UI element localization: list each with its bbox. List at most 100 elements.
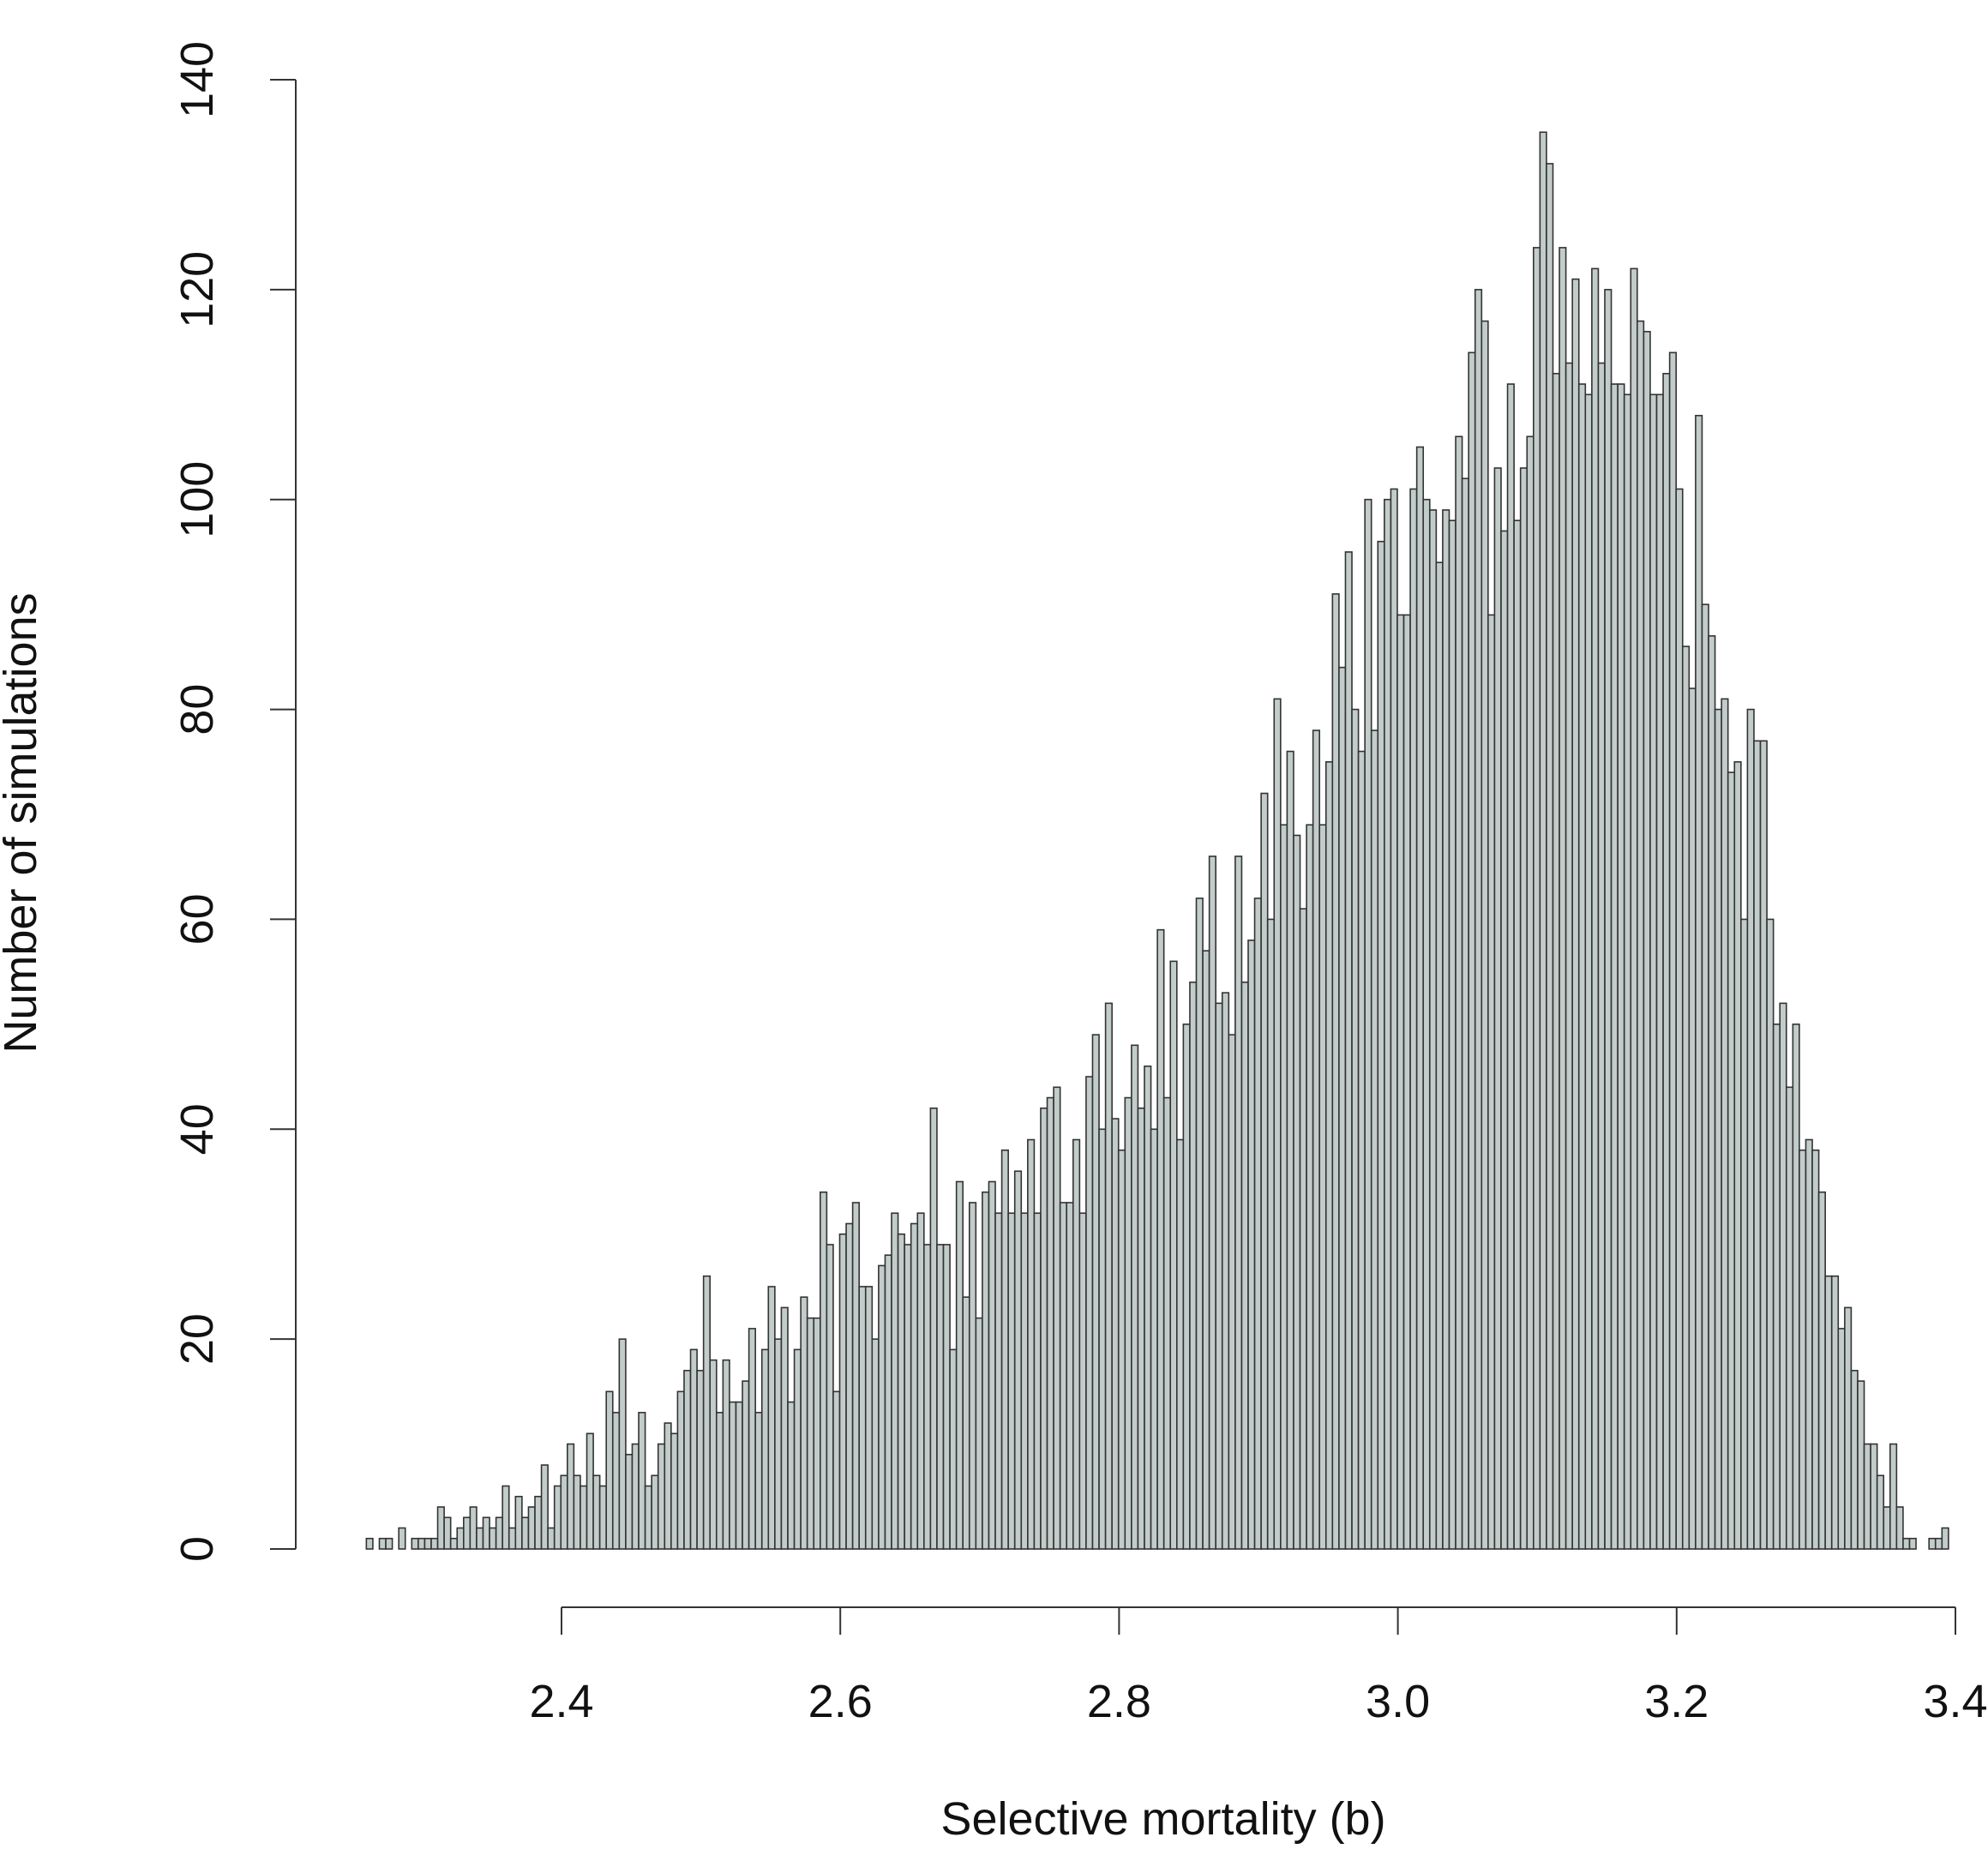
histogram-bar <box>838 1233 847 1550</box>
y-tick-label: 0 <box>171 1536 223 1562</box>
histogram-bar <box>897 1233 905 1550</box>
y-tick-label: 80 <box>171 684 223 735</box>
histogram-bar <box>527 1506 536 1550</box>
histogram-bar <box>625 1454 634 1550</box>
histogram-bar <box>1714 708 1722 1550</box>
histogram-bar <box>1221 992 1230 1550</box>
histogram-bar <box>1902 1537 1911 1550</box>
histogram-bar <box>1402 614 1411 1550</box>
histogram-bar <box>1830 1275 1840 1550</box>
histogram-bar <box>1448 519 1456 1550</box>
histogram-bar <box>689 1348 698 1550</box>
histogram-bar <box>1526 435 1535 1550</box>
histogram-bar <box>1649 393 1658 1550</box>
histogram-bar <box>1727 771 1736 1550</box>
histogram-bar <box>1513 519 1522 1550</box>
histogram-bar <box>1733 760 1742 1550</box>
histogram-bar <box>1078 1212 1087 1550</box>
histogram-bar <box>1293 834 1301 1550</box>
histogram-bar <box>1623 393 1632 1550</box>
histogram-bar <box>534 1495 543 1550</box>
histogram-bar <box>1377 540 1385 1550</box>
histogram-bar <box>514 1495 523 1550</box>
histogram-bar <box>1428 509 1438 1550</box>
histogram-bar <box>1870 1443 1878 1550</box>
histogram-bar <box>962 1296 970 1550</box>
histogram-bar <box>423 1537 432 1550</box>
histogram-bar <box>1344 551 1353 1550</box>
histogram-bar <box>1422 498 1431 1550</box>
histogram-bar <box>365 1537 374 1550</box>
histogram-bar <box>1240 982 1249 1550</box>
histogram-bar <box>1571 278 1580 1550</box>
histogram-bar <box>1655 393 1664 1550</box>
histogram-bar <box>1637 320 1645 1550</box>
histogram-bar <box>1759 740 1768 1550</box>
histogram-bar <box>1941 1527 1949 1550</box>
histogram-bar <box>1027 1138 1036 1550</box>
histogram-bar <box>1857 1380 1865 1550</box>
histogram-bar <box>1681 645 1691 1550</box>
histogram-bar <box>508 1527 517 1550</box>
histogram-bar <box>1630 267 1638 1550</box>
histogram-bar <box>385 1537 393 1550</box>
histogram-bar <box>567 1443 575 1550</box>
histogram-bar <box>1701 603 1709 1550</box>
histogram-bar <box>1487 614 1496 1550</box>
histogram-bar <box>729 1401 737 1550</box>
histogram-bar <box>851 1202 860 1550</box>
histogram-bar <box>553 1485 562 1550</box>
histogram-bar <box>1137 1108 1145 1550</box>
histogram-bar <box>1162 1096 1172 1550</box>
histogram-bar <box>1306 824 1314 1550</box>
histogram-bar <box>1643 331 1651 1550</box>
y-tick-label: 40 <box>171 1103 223 1155</box>
histogram-bar <box>1040 1108 1048 1550</box>
histogram-bar <box>904 1244 912 1550</box>
histogram-bar <box>1280 824 1288 1550</box>
histogram-bar <box>651 1474 659 1550</box>
histogram-bar <box>1351 708 1360 1550</box>
histogram-bar <box>1883 1506 1891 1550</box>
histogram-bar <box>1117 1149 1126 1550</box>
histogram-bar <box>1234 855 1243 1550</box>
histogram-bar <box>1072 1138 1081 1550</box>
histogram-bar <box>411 1537 419 1550</box>
histogram-bar <box>1150 1128 1158 1550</box>
histogram-bar <box>1338 666 1347 1550</box>
x-tick-label: 2.8 <box>1087 1676 1151 1727</box>
histogram-bar <box>1817 1191 1826 1550</box>
histogram-bar <box>826 1244 834 1550</box>
histogram-bar <box>884 1254 892 1550</box>
histogram-bar <box>845 1222 854 1550</box>
x-tick-label: 3.0 <box>1366 1676 1430 1727</box>
histogram-bar <box>1299 908 1307 1550</box>
histogram-bar <box>657 1443 666 1550</box>
histogram-bar <box>1708 635 1716 1550</box>
histogram-bar <box>832 1390 841 1550</box>
histogram-bar <box>1215 1002 1223 1550</box>
histogram-bar <box>774 1338 783 1550</box>
histogram-bar <box>1007 1212 1016 1550</box>
histogram-bar <box>813 1317 821 1550</box>
histogram-bar <box>1799 1149 1807 1550</box>
histogram-bar <box>1753 740 1762 1550</box>
histogram-bar <box>683 1370 692 1550</box>
histogram-bar <box>1577 383 1587 1550</box>
histogram-bar <box>748 1328 756 1550</box>
histogram-bar <box>482 1516 490 1550</box>
histogram-bar <box>1384 498 1392 1550</box>
histogram-bar <box>864 1286 874 1550</box>
histogram-bar <box>449 1537 459 1550</box>
histogram-bar <box>1144 1066 1152 1550</box>
histogram-bar <box>793 1348 802 1550</box>
histogram-bar <box>1228 1034 1236 1550</box>
histogram-bar <box>1721 698 1729 1550</box>
histogram-bar <box>702 1275 712 1550</box>
histogram-bar <box>670 1432 679 1550</box>
histogram-bar <box>1104 1002 1113 1550</box>
histogram-bar <box>936 1244 945 1550</box>
histogram-bar <box>1597 362 1606 1550</box>
histogram-bar <box>664 1422 672 1550</box>
histogram-bar <box>1468 351 1476 1550</box>
